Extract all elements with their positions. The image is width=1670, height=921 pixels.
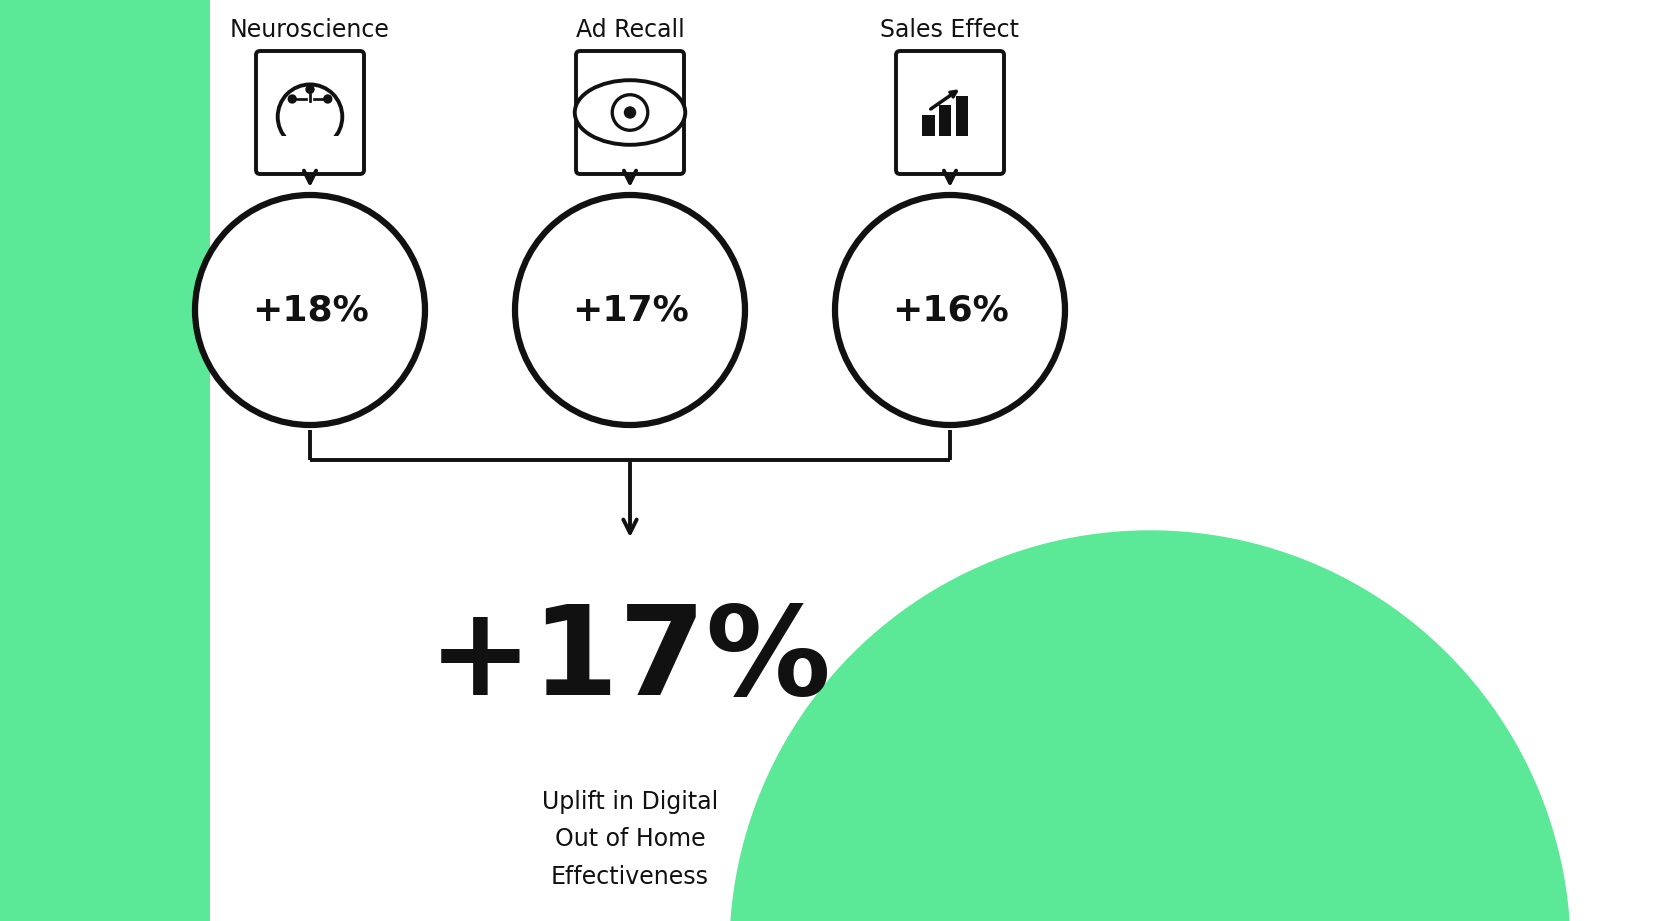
Text: +17%: +17%: [571, 293, 688, 327]
Circle shape: [322, 94, 332, 104]
Bar: [302, 138, 317, 149]
Ellipse shape: [574, 80, 685, 145]
Polygon shape: [730, 531, 1570, 921]
Circle shape: [277, 85, 342, 149]
Circle shape: [287, 94, 297, 104]
Circle shape: [195, 195, 424, 425]
FancyBboxPatch shape: [897, 51, 1004, 174]
Bar: [955, 96, 967, 136]
Circle shape: [613, 95, 648, 130]
Text: +16%: +16%: [892, 293, 1009, 327]
Bar: [922, 115, 935, 136]
Text: +18%: +18%: [252, 293, 369, 327]
Text: Sales Effect: Sales Effect: [880, 18, 1019, 42]
Circle shape: [306, 85, 314, 94]
FancyBboxPatch shape: [576, 51, 685, 174]
Bar: [0, 0, 210, 921]
Text: Neuroscience: Neuroscience: [230, 18, 389, 42]
Text: +17%: +17%: [428, 600, 832, 720]
Circle shape: [514, 195, 745, 425]
Text: Ad Recall: Ad Recall: [576, 18, 685, 42]
Bar: [277, 136, 342, 156]
Bar: [939, 106, 952, 136]
FancyBboxPatch shape: [256, 51, 364, 174]
Text: Uplift in Digital
Out of Home
Effectiveness: Uplift in Digital Out of Home Effectiven…: [541, 790, 718, 889]
Circle shape: [835, 195, 1065, 425]
Circle shape: [625, 106, 636, 119]
